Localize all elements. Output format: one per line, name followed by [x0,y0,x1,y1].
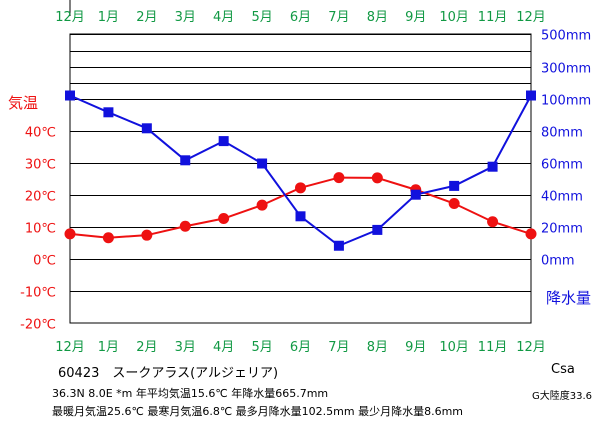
continentality-index: G大陸度33.6 [532,391,593,402]
precipitation-point [372,224,383,235]
temperature-point [64,228,76,240]
koppen-classification: Csa [551,362,575,377]
precipitation-tick-label: 60mm [541,158,583,173]
temperature-tick-label: -20℃ [20,318,56,333]
month-label-top: 11月 [478,10,508,25]
station-name: 60423 スークアラス(アルジェリア) [58,366,279,381]
month-label-bottom: 12月 [516,340,546,355]
temperature-point [141,229,153,241]
precipitation-point [257,158,268,169]
precipitation-series [65,90,536,251]
precipitation-point [526,90,536,101]
bottom-month-labels: 12月 1月 2月 3月 4月 5月 6月 7月 8月 9月 10月 11月 12月 [55,340,546,355]
month-label-bottom: 6月 [290,340,311,355]
temperature-tick-label: -10℃ [20,286,56,301]
month-label-bottom: 11月 [478,340,508,355]
precipitation-point [65,90,75,101]
month-label-top: 10月 [439,10,469,25]
station-extremes: 最暖月気温25.6℃ 最寒月気温6.8℃ 最多月降水量102.5mm 最少月降水… [52,405,464,418]
climate-chart: 12月 1月 2月 3月 4月 5月 6月 7月 8月 9月 10月 11月 12月 12月 1月 2月 3月… [8,0,591,355]
precipitation-tick-label: 300mm [541,62,591,77]
precipitation-point [487,161,498,172]
month-label-bottom: 3月 [175,340,196,355]
precipitation-point [295,211,306,222]
temperature-point [102,232,114,244]
precipitation-axis-title: 降水量 [546,289,591,307]
temperature-tick-label: 40℃ [25,126,56,141]
temperature-axis-title: 気温 [8,94,38,112]
month-label-bottom: 5月 [251,340,272,355]
temperature-tick-label: 10℃ [25,222,56,237]
temperature-point [256,199,268,211]
precipitation-tick-label: 100mm [541,94,591,109]
temperature-tick-label: 20℃ [25,190,56,205]
month-label-top: 8月 [367,10,388,25]
temperature-point [487,216,499,228]
month-label-top: 7月 [328,10,349,25]
month-label-bottom: 10月 [439,340,469,355]
precipitation-point [449,180,460,191]
month-label-bottom: 8月 [367,340,388,355]
month-label-top: 12月 [516,10,546,25]
temperature-point [448,198,460,209]
precipitation-tick-label: 40mm [541,190,583,205]
temperature-point [525,228,537,240]
precipitation-point [410,189,421,200]
month-label-bottom: 4月 [213,340,234,355]
month-label-bottom: 7月 [328,340,349,355]
month-label-bottom: 12月 [55,340,85,355]
month-label-top: 9月 [405,10,426,25]
month-label-bottom: 1月 [98,340,119,355]
precipitation-tick-label: 20mm [541,222,583,237]
temperature-tick-label: 0℃ [33,254,56,269]
precipitation-tick-label: 80mm [541,126,583,141]
precipitation-tick-label: 0mm [541,254,575,269]
temperature-point [333,172,345,184]
month-label-top: 4月 [213,10,234,25]
precipitation-point [141,123,152,134]
station-summary: 36.3N 8.0E *m 年平均気温15.6℃ 年降水量665.7mm [52,387,329,400]
temperature-point [218,213,230,225]
temperature-tick-label: 30℃ [25,158,56,173]
month-label-bottom: 9月 [405,340,426,355]
precipitation-point [218,136,229,147]
top-month-labels: 12月 1月 2月 3月 4月 5月 6月 7月 8月 9月 10月 11月 12月 [55,10,546,25]
precipitation-point [180,155,191,166]
temperature-axis-ticks: 40℃ 30℃ 20℃ 10℃ 0℃ -10℃ -20℃ [20,126,56,333]
temperature-point [295,182,306,194]
month-label-top: 2月 [136,10,157,25]
month-label-top: 3月 [175,10,196,25]
month-label-top: 6月 [290,10,311,25]
precipitation-point [333,240,344,251]
month-label-top: 1月 [98,10,119,25]
precipitation-point [103,107,114,118]
grid-lines [69,0,532,324]
month-label-bottom: 2月 [136,340,157,355]
month-label-top: 5月 [251,10,272,25]
temperature-point [371,172,383,184]
precipitation-tick-label: 500mm [541,29,591,44]
plot-frame [69,33,532,324]
temperature-point [179,220,191,232]
temperature-series [64,172,537,244]
month-label-top: 12月 [55,10,85,25]
precipitation-line [69,94,532,247]
precipitation-axis-ticks: 500mm 300mm 100mm 80mm 60mm 40mm 20mm 0mm [541,29,591,269]
